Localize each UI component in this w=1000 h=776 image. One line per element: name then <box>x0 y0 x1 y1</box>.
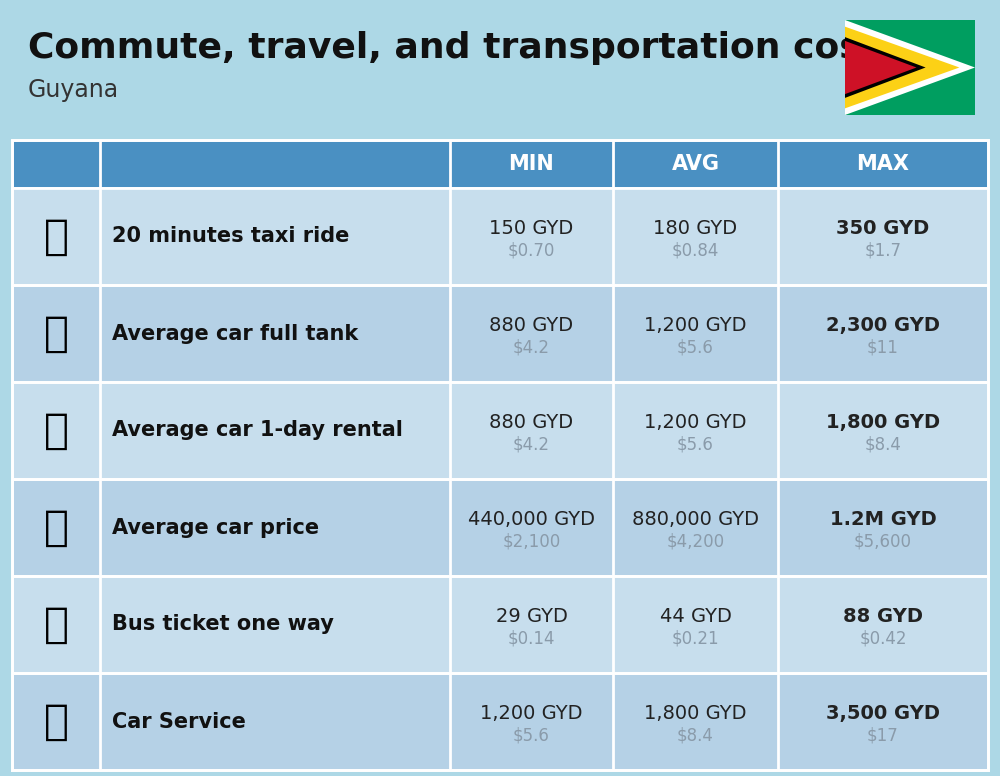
Text: $5,600: $5,600 <box>854 532 912 550</box>
Text: $0.14: $0.14 <box>508 629 555 647</box>
Polygon shape <box>845 20 975 115</box>
Bar <box>12 285 988 382</box>
Text: $1.7: $1.7 <box>864 241 902 259</box>
Text: Commute, travel, and transportation costs: Commute, travel, and transportation cost… <box>28 31 900 65</box>
Text: 🚕: 🚕 <box>44 216 68 258</box>
Text: 1,800 GYD: 1,800 GYD <box>826 413 940 432</box>
Text: $17: $17 <box>867 726 899 744</box>
Text: MIN: MIN <box>509 154 554 174</box>
Text: 🚙: 🚙 <box>44 410 68 452</box>
Polygon shape <box>845 26 959 109</box>
Text: 88 GYD: 88 GYD <box>843 607 923 626</box>
Text: Average car full tank: Average car full tank <box>112 324 358 344</box>
Text: 880 GYD: 880 GYD <box>489 316 574 335</box>
Text: $2,100: $2,100 <box>502 532 561 550</box>
Text: 🔧: 🔧 <box>44 701 68 743</box>
Text: $5.6: $5.6 <box>677 338 714 356</box>
Text: 440,000 GYD: 440,000 GYD <box>468 510 595 529</box>
Text: 1,200 GYD: 1,200 GYD <box>644 413 747 432</box>
Text: 1.2M GYD: 1.2M GYD <box>830 510 936 529</box>
Text: 880 GYD: 880 GYD <box>489 413 574 432</box>
Text: 180 GYD: 180 GYD <box>653 219 738 238</box>
Polygon shape <box>845 37 926 98</box>
Bar <box>12 140 988 188</box>
Text: Average car 1-day rental: Average car 1-day rental <box>112 421 403 441</box>
Text: $0.42: $0.42 <box>859 629 907 647</box>
Bar <box>12 479 988 576</box>
Text: 29 GYD: 29 GYD <box>496 607 567 626</box>
Text: Guyana: Guyana <box>28 78 119 102</box>
Text: Car Service: Car Service <box>112 712 246 732</box>
Text: ⛽: ⛽ <box>44 313 68 355</box>
Bar <box>845 20 975 115</box>
Text: 350 GYD: 350 GYD <box>836 219 930 238</box>
Text: 44 GYD: 44 GYD <box>660 607 731 626</box>
Text: 150 GYD: 150 GYD <box>489 219 574 238</box>
Bar <box>12 140 988 770</box>
Text: $5.6: $5.6 <box>677 435 714 453</box>
Text: 🚗: 🚗 <box>44 507 68 549</box>
Text: $11: $11 <box>867 338 899 356</box>
Text: 2,300 GYD: 2,300 GYD <box>826 316 940 335</box>
Polygon shape <box>845 41 916 94</box>
Text: MAX: MAX <box>856 154 910 174</box>
Bar <box>12 673 988 770</box>
Text: Average car price: Average car price <box>112 518 319 538</box>
Text: $0.21: $0.21 <box>672 629 719 647</box>
Text: 880,000 GYD: 880,000 GYD <box>632 510 759 529</box>
Text: 1,800 GYD: 1,800 GYD <box>644 704 747 723</box>
Text: AVG: AVG <box>672 154 720 174</box>
Text: 20 minutes taxi ride: 20 minutes taxi ride <box>112 227 349 247</box>
Text: $5.6: $5.6 <box>513 726 550 744</box>
Text: 1,200 GYD: 1,200 GYD <box>480 704 583 723</box>
Bar <box>12 382 988 479</box>
Text: 1,200 GYD: 1,200 GYD <box>644 316 747 335</box>
Text: $0.70: $0.70 <box>508 241 555 259</box>
Text: 🚌: 🚌 <box>44 604 68 646</box>
Text: Bus ticket one way: Bus ticket one way <box>112 615 334 635</box>
Text: $4.2: $4.2 <box>513 435 550 453</box>
Text: $4.2: $4.2 <box>513 338 550 356</box>
Bar <box>12 576 988 673</box>
Text: $0.84: $0.84 <box>672 241 719 259</box>
Bar <box>12 188 988 285</box>
Text: $4,200: $4,200 <box>666 532 725 550</box>
Text: $8.4: $8.4 <box>677 726 714 744</box>
Text: 3,500 GYD: 3,500 GYD <box>826 704 940 723</box>
Text: $8.4: $8.4 <box>865 435 901 453</box>
